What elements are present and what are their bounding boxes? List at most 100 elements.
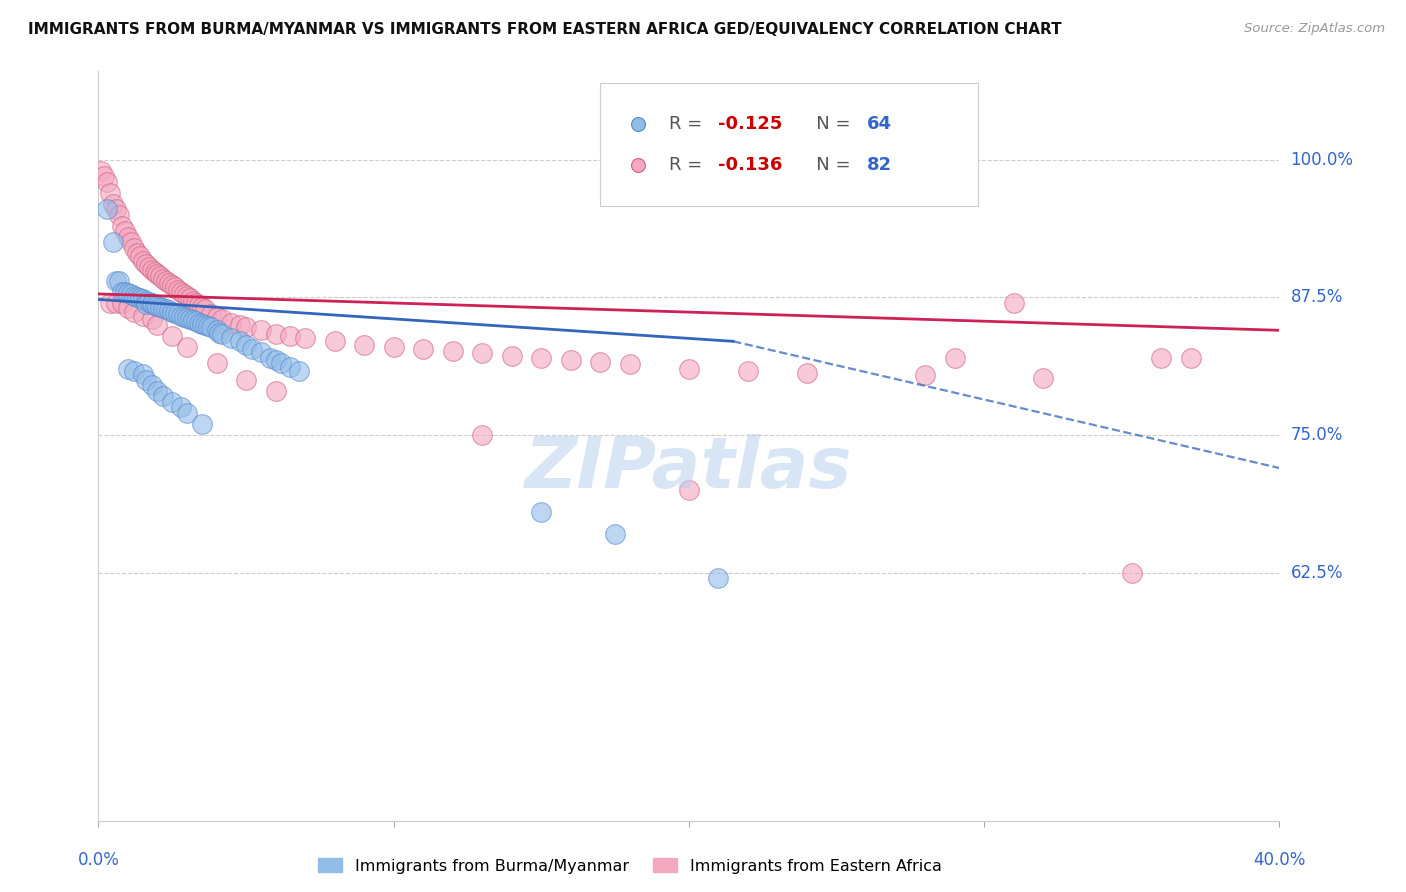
Point bbox=[146, 384, 169, 398]
Point bbox=[530, 505, 553, 519]
Point bbox=[155, 274, 177, 288]
Text: 87.5%: 87.5% bbox=[1291, 288, 1343, 306]
Point bbox=[187, 316, 209, 330]
Point bbox=[117, 229, 139, 244]
Point bbox=[678, 362, 700, 376]
Text: Source: ZipAtlas.com: Source: ZipAtlas.com bbox=[1244, 22, 1385, 36]
Point bbox=[141, 312, 163, 326]
Point bbox=[152, 389, 174, 403]
Point bbox=[128, 250, 150, 264]
Text: N =: N = bbox=[799, 115, 856, 133]
Point bbox=[96, 202, 118, 216]
Point bbox=[125, 246, 148, 260]
Text: 100.0%: 100.0% bbox=[1291, 151, 1354, 169]
Point bbox=[141, 262, 163, 277]
Point bbox=[191, 317, 214, 331]
Point bbox=[90, 163, 112, 178]
Point bbox=[471, 346, 494, 360]
Point bbox=[605, 527, 627, 541]
Point bbox=[125, 290, 148, 304]
Point bbox=[288, 364, 311, 378]
Point bbox=[796, 366, 818, 380]
Point bbox=[191, 300, 214, 314]
Point bbox=[146, 299, 169, 313]
Text: -0.125: -0.125 bbox=[718, 115, 783, 133]
Point bbox=[170, 401, 193, 415]
Point bbox=[1121, 566, 1143, 580]
Point bbox=[235, 320, 257, 334]
Point bbox=[173, 287, 195, 301]
Point bbox=[211, 312, 233, 326]
Point bbox=[170, 309, 193, 323]
Point bbox=[143, 298, 166, 312]
Point bbox=[149, 300, 172, 314]
Point bbox=[141, 297, 163, 311]
Point bbox=[1180, 351, 1202, 365]
Point bbox=[530, 351, 553, 365]
Point bbox=[353, 337, 375, 351]
Point bbox=[117, 362, 139, 376]
Point bbox=[122, 364, 145, 378]
Point bbox=[108, 274, 131, 288]
Point bbox=[441, 344, 464, 359]
Point bbox=[135, 297, 157, 311]
Point bbox=[205, 323, 228, 337]
Point bbox=[179, 291, 201, 305]
Point bbox=[135, 373, 157, 387]
Point bbox=[105, 274, 128, 288]
Point bbox=[229, 334, 252, 349]
Point bbox=[149, 269, 172, 284]
Point bbox=[111, 295, 134, 310]
Text: 62.5%: 62.5% bbox=[1291, 564, 1343, 582]
Point bbox=[132, 253, 155, 268]
Point bbox=[176, 406, 198, 420]
Point bbox=[162, 304, 183, 318]
Point bbox=[122, 289, 145, 303]
Point bbox=[184, 295, 207, 310]
Point bbox=[96, 175, 118, 189]
Point bbox=[914, 368, 936, 383]
Point bbox=[619, 358, 641, 372]
Point bbox=[135, 257, 157, 271]
Point bbox=[235, 373, 257, 387]
Point bbox=[211, 326, 233, 341]
Point bbox=[194, 302, 217, 317]
Point bbox=[235, 337, 257, 351]
Point bbox=[280, 328, 302, 343]
Point bbox=[167, 307, 190, 321]
Point bbox=[176, 340, 198, 354]
Point bbox=[179, 312, 201, 326]
Point bbox=[146, 267, 169, 281]
Point bbox=[122, 241, 145, 255]
Point bbox=[114, 285, 136, 299]
Point bbox=[120, 235, 142, 249]
Point bbox=[111, 219, 134, 233]
Point bbox=[200, 307, 222, 321]
Point bbox=[264, 384, 287, 398]
Point bbox=[138, 260, 160, 275]
Point bbox=[205, 356, 228, 370]
Point bbox=[157, 303, 180, 318]
Point bbox=[280, 359, 302, 374]
Point bbox=[707, 571, 730, 585]
Point bbox=[132, 293, 155, 307]
Point bbox=[412, 342, 434, 356]
Point bbox=[98, 186, 121, 200]
Text: R =: R = bbox=[669, 115, 707, 133]
Point bbox=[191, 417, 214, 431]
Point bbox=[146, 318, 169, 332]
Point bbox=[167, 283, 190, 297]
Point bbox=[184, 314, 207, 328]
Point bbox=[132, 368, 155, 382]
Point bbox=[170, 285, 193, 299]
Point bbox=[270, 356, 292, 370]
Point bbox=[187, 298, 209, 312]
Point bbox=[221, 316, 243, 330]
Point bbox=[221, 331, 243, 345]
Point bbox=[103, 196, 125, 211]
Point bbox=[194, 318, 217, 332]
Text: ZIPatlas: ZIPatlas bbox=[526, 434, 852, 503]
Text: 0.0%: 0.0% bbox=[77, 851, 120, 869]
Point bbox=[737, 364, 759, 378]
Point bbox=[264, 326, 287, 341]
